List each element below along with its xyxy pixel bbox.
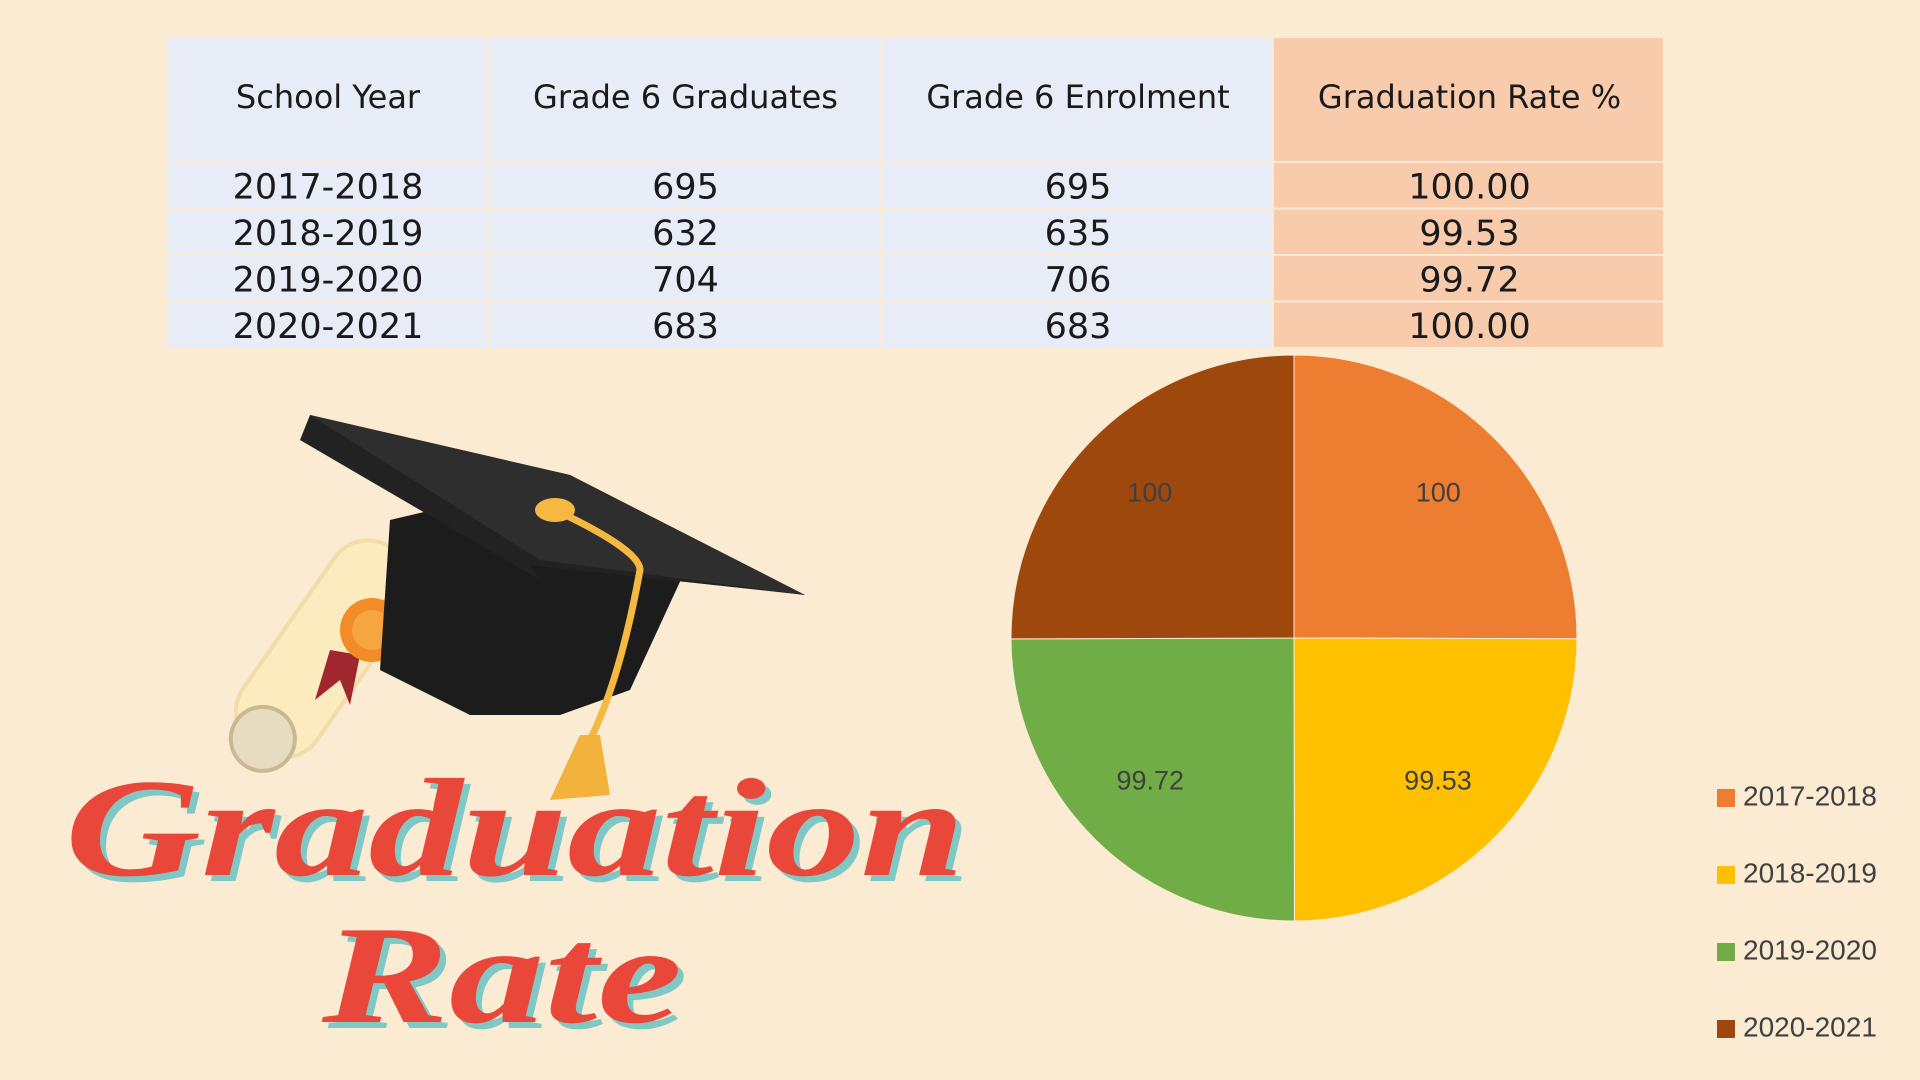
header-text: Grade 6 Enrolment <box>926 78 1229 116</box>
data-label: 99.53 <box>1404 765 1472 795</box>
table-cell <box>167 209 487 254</box>
pie-slice <box>1293 637 1578 922</box>
header-text: Graduation Rate % <box>1318 78 1621 116</box>
legend-label: 2017-2018 <box>1743 780 1877 811</box>
data-table: School Year Grade 6 Graduates Grade 6 Enro… <box>167 38 1663 347</box>
cell-text: 704 <box>652 260 719 300</box>
legend: 2017-2018 2018-2019 2019-2020 2020-2021 <box>1717 780 1877 1042</box>
cell-text: 695 <box>652 167 719 207</box>
cell-text: 100.00 <box>1408 307 1530 347</box>
table-cell <box>489 302 880 347</box>
cell-text: 632 <box>652 214 719 254</box>
header-cell <box>882 38 1272 161</box>
legend-label: 2019-2020 <box>1743 934 1877 965</box>
table-cell <box>489 209 880 254</box>
table-cell <box>882 163 1272 208</box>
table-cell <box>489 256 880 301</box>
cell-text: 99.53 <box>1419 214 1519 254</box>
table-cell <box>1274 163 1663 208</box>
title-line: Graduation <box>65 751 965 906</box>
legend-swatch <box>1717 1020 1735 1038</box>
data-label: 100 <box>1127 477 1172 507</box>
pie-slice <box>1010 637 1295 922</box>
table-cell <box>167 163 487 208</box>
table-cell <box>489 163 880 208</box>
table-cell <box>167 256 487 301</box>
table-cell <box>1274 302 1663 347</box>
cell-text: 683 <box>1045 307 1112 347</box>
header-text: Grade 6 Graduates <box>533 78 838 116</box>
legend-swatch <box>1717 866 1735 884</box>
data-label: 99.72 <box>1116 766 1184 796</box>
cell-text: 706 <box>1045 260 1112 300</box>
cell-text: 2017-2018 <box>233 167 424 207</box>
pie-slice <box>1010 354 1295 640</box>
table-cell <box>882 302 1272 347</box>
graduation-cap-illustration <box>228 415 805 800</box>
legend-swatch <box>1717 943 1735 961</box>
pie-slice <box>1293 354 1578 640</box>
table-cell <box>1274 256 1663 301</box>
legend-label: 2018-2019 <box>1743 857 1877 888</box>
table-cell <box>882 209 1272 254</box>
cell-text: 683 <box>652 307 719 347</box>
cell-text: 2020-2021 <box>233 307 424 347</box>
header-cell <box>1274 38 1663 161</box>
cell-text: 100.00 <box>1408 167 1530 207</box>
pie-chart: 100 99.53 99.72 100 <box>1010 354 1578 922</box>
header-cell <box>489 38 880 161</box>
title-line: Rate <box>321 898 682 1053</box>
cell-text: 695 <box>1045 167 1112 207</box>
header-cell <box>167 38 487 161</box>
title-shadow: Graduation <box>71 757 971 912</box>
table-cell <box>167 302 487 347</box>
legend-swatch <box>1717 789 1735 807</box>
legend-label: 2020-2021 <box>1743 1011 1877 1042</box>
cell-text: 2019-2020 <box>233 260 424 300</box>
cell-text: 635 <box>1045 214 1112 254</box>
title-shadow: Rate <box>327 904 688 1059</box>
header-text: School Year <box>236 78 421 116</box>
table-cell <box>882 256 1272 301</box>
cell-text: 2018-2019 <box>233 214 424 254</box>
cell-text: 99.72 <box>1419 260 1519 300</box>
data-label: 100 <box>1416 477 1461 507</box>
table-cell <box>1274 209 1663 254</box>
